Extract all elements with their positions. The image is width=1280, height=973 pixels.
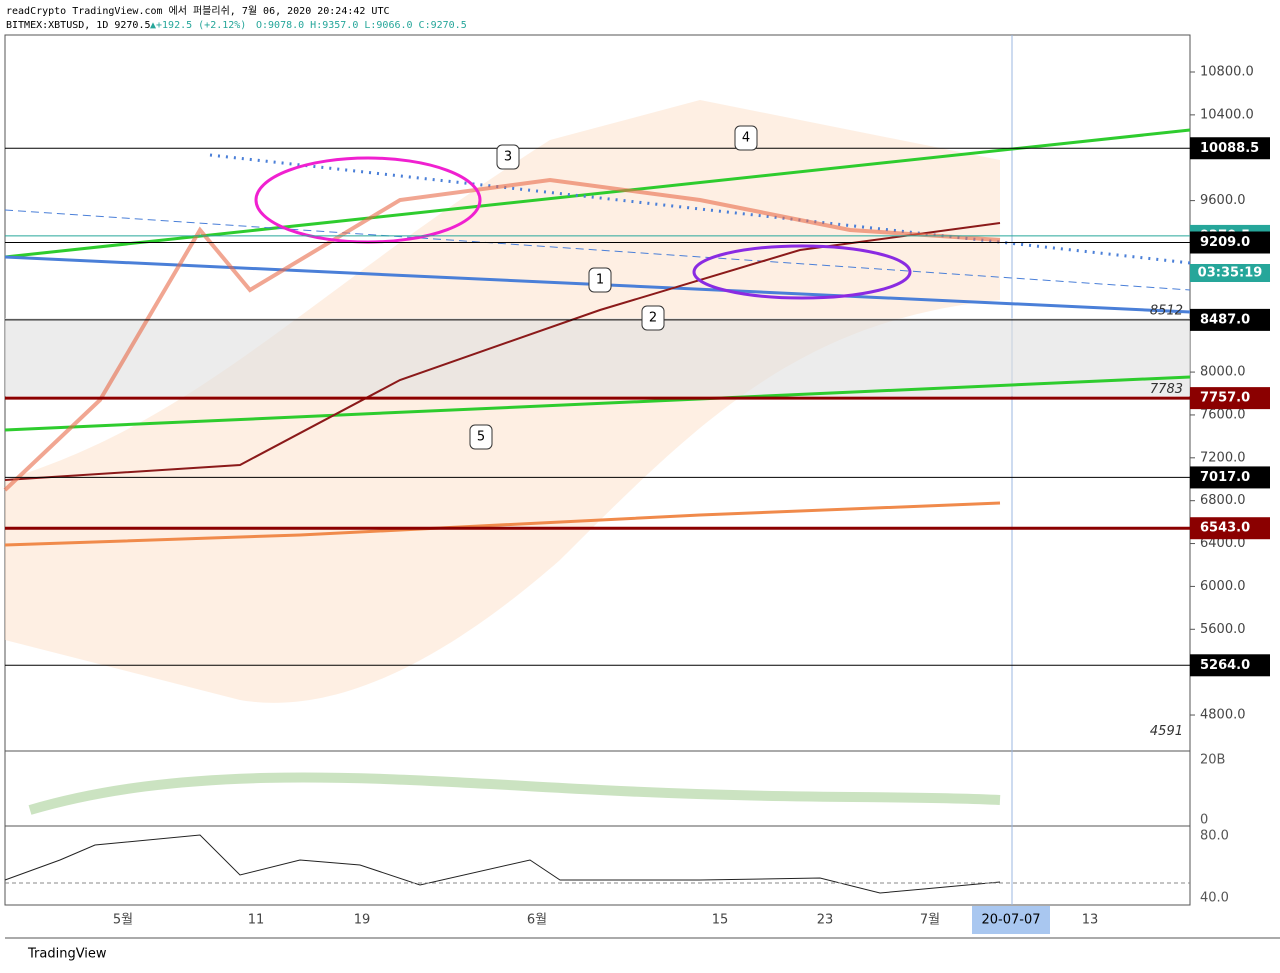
countdown-box	[1190, 264, 1270, 282]
band	[5, 100, 1000, 703]
price-label: 10088.5	[1200, 141, 1259, 156]
price-tick: 6000.0	[1200, 579, 1246, 594]
callout: 2	[649, 311, 657, 326]
price-label-box	[1190, 231, 1270, 254]
callout: 1	[596, 273, 604, 288]
callout: 3	[504, 150, 512, 165]
drawings	[3, 100, 1191, 894]
price-label: 8487.0	[1200, 312, 1250, 327]
ma-line	[4, 501, 1001, 547]
callout: 5	[477, 430, 485, 445]
date-tick: 5월	[113, 913, 133, 928]
zone	[5, 318, 1190, 396]
circle	[254, 156, 482, 244]
rsi-line	[4, 834, 1001, 894]
price-label-box	[1190, 517, 1270, 540]
cursor-date: 20-07-07	[981, 913, 1040, 928]
date-tick: 23	[817, 913, 834, 928]
footer: TradingView	[27, 947, 107, 962]
callout-box	[469, 424, 493, 450]
price-tick: 4800.0	[1200, 708, 1246, 723]
price-label-box	[1190, 654, 1270, 677]
symbol: BITMEX:XBTUSD, 1D 9270.5	[6, 20, 151, 31]
date-tick: 13	[1082, 913, 1099, 928]
price-label: 5264.0	[1200, 658, 1250, 673]
price-tick: 9600.0	[1200, 193, 1246, 208]
ohlc: O:9078.0 H:9357.0 L:9066.0 C:9270.5	[256, 20, 467, 31]
price-label-box	[1190, 466, 1270, 489]
price-tick: 7600.0	[1200, 407, 1246, 422]
price-tick: 7200.0	[1200, 450, 1246, 465]
price-label: 6543.0	[1200, 521, 1250, 536]
price-tick: 5600.0	[1200, 622, 1246, 637]
cursor-date-box	[972, 906, 1050, 934]
price-tick: 6800.0	[1200, 493, 1246, 508]
callout-box	[641, 305, 665, 331]
rsi-tick: 40.0	[1200, 891, 1229, 906]
date-tick: 11	[248, 913, 265, 928]
change: ▲+192.5 (+2.12%)	[150, 20, 246, 31]
price-label: 9209.0	[1200, 235, 1250, 250]
date-tick: 7월	[920, 913, 940, 928]
trend-line	[4, 375, 1191, 432]
price-label-box	[1190, 387, 1270, 410]
date-tick: 15	[712, 913, 729, 928]
price-label: 7757.0	[1200, 391, 1250, 406]
header-line: readCrypto TradingView.com 에서 퍼블리쉬, 7월 0…	[6, 5, 390, 17]
price-tick: 8000.0	[1200, 365, 1246, 380]
callout-box	[496, 144, 520, 170]
countdown: 03:35:19	[1198, 266, 1263, 281]
ma-line	[4, 222, 1001, 481]
level-note: 4591	[1150, 724, 1183, 739]
price-label: 7017.0	[1200, 470, 1250, 485]
price-tick: 10400.0	[1200, 107, 1254, 122]
volume-tick: 0	[1200, 813, 1208, 828]
price-label-box	[1190, 137, 1270, 160]
price-label-box	[1190, 308, 1270, 331]
level-note: 7783	[1150, 382, 1183, 397]
level-note: 8512	[1150, 304, 1183, 319]
price-tick: 6400.0	[1200, 536, 1246, 551]
ma-line	[3, 177, 1001, 492]
rsi-tick: 80.0	[1200, 829, 1229, 844]
date-tick: 6월	[527, 913, 547, 928]
circle	[692, 244, 912, 300]
trend-line	[4, 209, 1191, 291]
volume-tick: 20B	[1200, 753, 1225, 768]
callout-box	[734, 125, 758, 151]
volume-band	[28, 772, 1001, 815]
callout: 4	[742, 131, 750, 146]
price-tick: 10800.0	[1200, 65, 1254, 80]
date-tick: 19	[354, 913, 371, 928]
callout-box	[588, 267, 612, 293]
